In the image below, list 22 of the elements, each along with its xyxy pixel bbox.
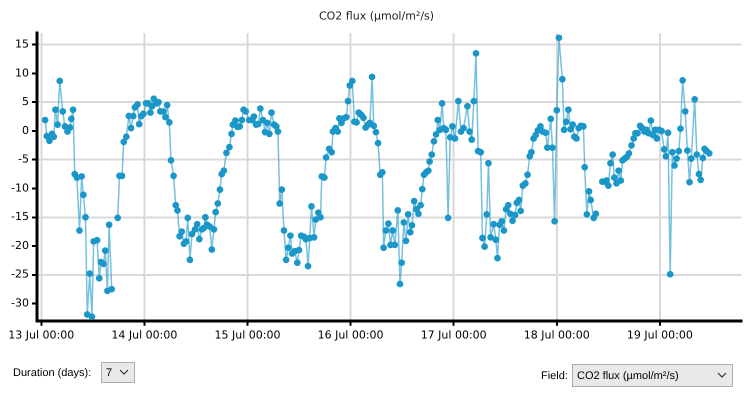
y-tick-label: -30 — [11, 296, 29, 310]
y-tick-label: -5 — [18, 152, 29, 166]
text: Duration (days): — [13, 367, 92, 379]
x-tick-label: 13 Jul 00:00 — [8, 328, 74, 342]
x-tick-label: 14 Jul 00:00 — [111, 328, 178, 342]
x-tick-label: 17 Jul 00:00 — [420, 328, 487, 342]
x-tick-label: 15 Jul 00:00 — [214, 328, 280, 342]
x-tick-label: 18 Jul 00:00 — [524, 328, 590, 342]
x-tick-label: 19 Jul 00:00 — [626, 328, 693, 342]
y-tick-label: 10 — [14, 66, 29, 80]
y-tick-label: -20 — [11, 238, 29, 252]
x-tick-label: 16 Jul 00:00 — [318, 328, 384, 342]
y-tick-label: 0 — [22, 124, 29, 137]
y-tick-label: -10 — [11, 181, 29, 194]
y-tick-label: -15 — [11, 210, 29, 224]
y-tick-label: 15 — [14, 38, 29, 51]
chart-title: CO2 flux (µmol/m²/s) — [318, 9, 434, 22]
y-tick-label: 5 — [22, 95, 29, 108]
field-select: CO2 flux (µmol/m²/s) — [572, 364, 733, 387]
y-tick-label: -25 — [11, 268, 29, 281]
duration-select: 7 — [101, 362, 135, 383]
text: Field: — [541, 370, 568, 382]
